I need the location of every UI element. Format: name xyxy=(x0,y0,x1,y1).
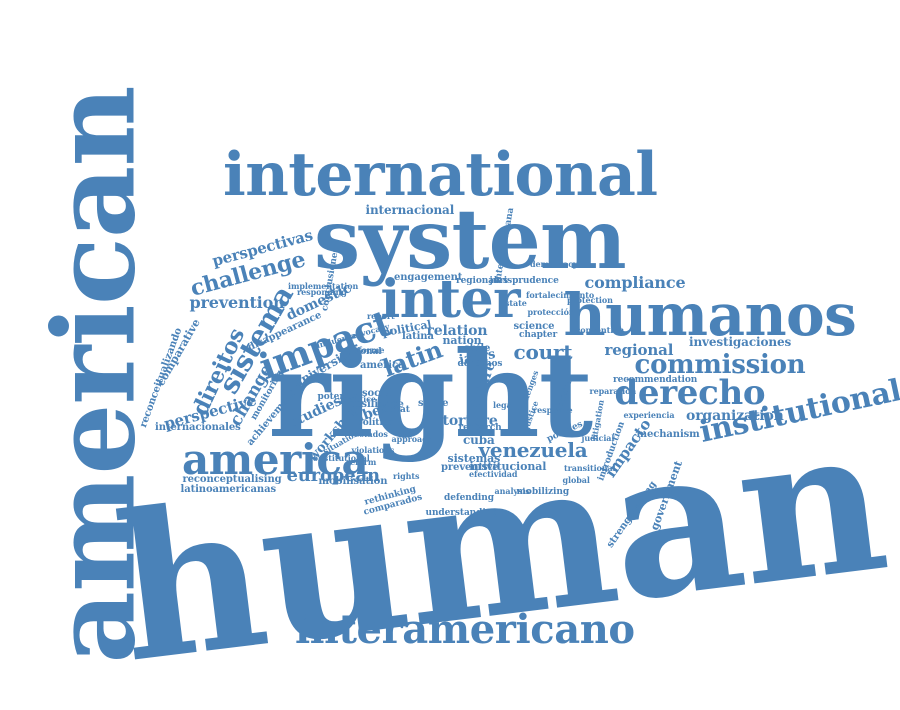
word-57: regionales xyxy=(456,275,508,286)
word-45: institucional xyxy=(469,459,547,473)
word-3: right xyxy=(268,325,593,464)
word-17: court xyxy=(513,340,573,364)
word-114: analysis xyxy=(494,486,530,496)
word-89: informe xyxy=(349,345,385,355)
word-93: democracy xyxy=(530,259,578,269)
word-6: humanos xyxy=(563,281,857,349)
word-111: judicial xyxy=(581,433,615,443)
word-22: prevention xyxy=(189,293,285,312)
word-18: compliance xyxy=(584,273,686,292)
word-116: convention xyxy=(575,325,625,335)
word-112: rights xyxy=(393,471,420,481)
word-90: report xyxy=(367,311,395,321)
word-109: state xyxy=(505,298,527,308)
word-54: chapter xyxy=(519,329,558,340)
word-33: mechanism xyxy=(636,429,700,440)
word-91: legal xyxy=(493,400,515,410)
word-81: política xyxy=(356,417,394,428)
word-113: protección xyxy=(527,307,575,317)
word-55: investigaciones xyxy=(689,335,792,349)
word-64: social xyxy=(362,388,394,399)
word-74: defending xyxy=(444,492,494,503)
word-2: american xyxy=(29,86,161,664)
word-117: estados xyxy=(354,429,388,439)
word-110: violations xyxy=(351,445,395,455)
word-96: protection xyxy=(567,295,613,305)
word-115: practice xyxy=(340,394,376,404)
word-78: latina xyxy=(402,331,434,342)
word-5: international xyxy=(223,140,658,210)
word-70: américa xyxy=(360,360,405,371)
word-30: cuba xyxy=(463,433,495,447)
word-43: sistemas xyxy=(447,451,501,465)
word-97: approach xyxy=(391,434,433,444)
word-11: derecho xyxy=(614,373,766,413)
word-65: resilience xyxy=(350,399,404,410)
word-40: internacionales xyxy=(155,422,241,433)
word-44: preventive xyxy=(441,462,499,473)
word-20: organization xyxy=(686,408,784,424)
word-73: understanding xyxy=(425,507,499,518)
word-19: regional xyxy=(604,340,674,359)
word-8: interamericano xyxy=(295,606,635,653)
word-85: national xyxy=(340,346,382,357)
word-82: potential xyxy=(317,391,363,402)
word-103: constitutional xyxy=(308,453,370,463)
word-42: reconceptualising xyxy=(182,474,282,485)
word-46: mobilisation xyxy=(318,476,388,487)
word-31: european xyxy=(286,465,381,486)
word-99: reparation xyxy=(589,386,637,396)
word-52: nation xyxy=(442,333,482,347)
word-66: sobre xyxy=(418,398,449,409)
word-14: venezuela xyxy=(478,438,588,462)
word-100: experiencia xyxy=(623,410,675,420)
word-86: chile xyxy=(463,343,491,354)
word-69: derechos xyxy=(457,358,503,369)
word-79: opcat xyxy=(382,404,410,415)
word-56: engagement xyxy=(394,272,463,283)
word-41: latinoamericanas xyxy=(180,484,277,495)
word-58: jurisprudence xyxy=(489,275,559,286)
word-104: transitional xyxy=(564,463,616,473)
word-108: response xyxy=(533,405,573,415)
word-101: fortalecimiento xyxy=(526,290,595,300)
word-7: inter xyxy=(380,269,521,330)
word-106: global xyxy=(562,475,590,485)
word-29: torture xyxy=(442,413,498,429)
word-102: efectividad xyxy=(469,469,518,479)
word-87: responding xyxy=(297,287,347,297)
word-68: research xyxy=(458,422,502,433)
word-53: science xyxy=(513,321,555,332)
word-4: system xyxy=(314,192,627,288)
word-77: recommendation xyxy=(613,374,698,385)
word-51: relation xyxy=(426,323,488,339)
word-9: america xyxy=(182,435,369,484)
word-61: implementation xyxy=(288,281,359,291)
word-12: commission xyxy=(634,350,806,380)
word-72: mobilizing xyxy=(516,486,570,497)
word-35: internacional xyxy=(365,203,455,217)
word-92: reform xyxy=(346,457,377,467)
